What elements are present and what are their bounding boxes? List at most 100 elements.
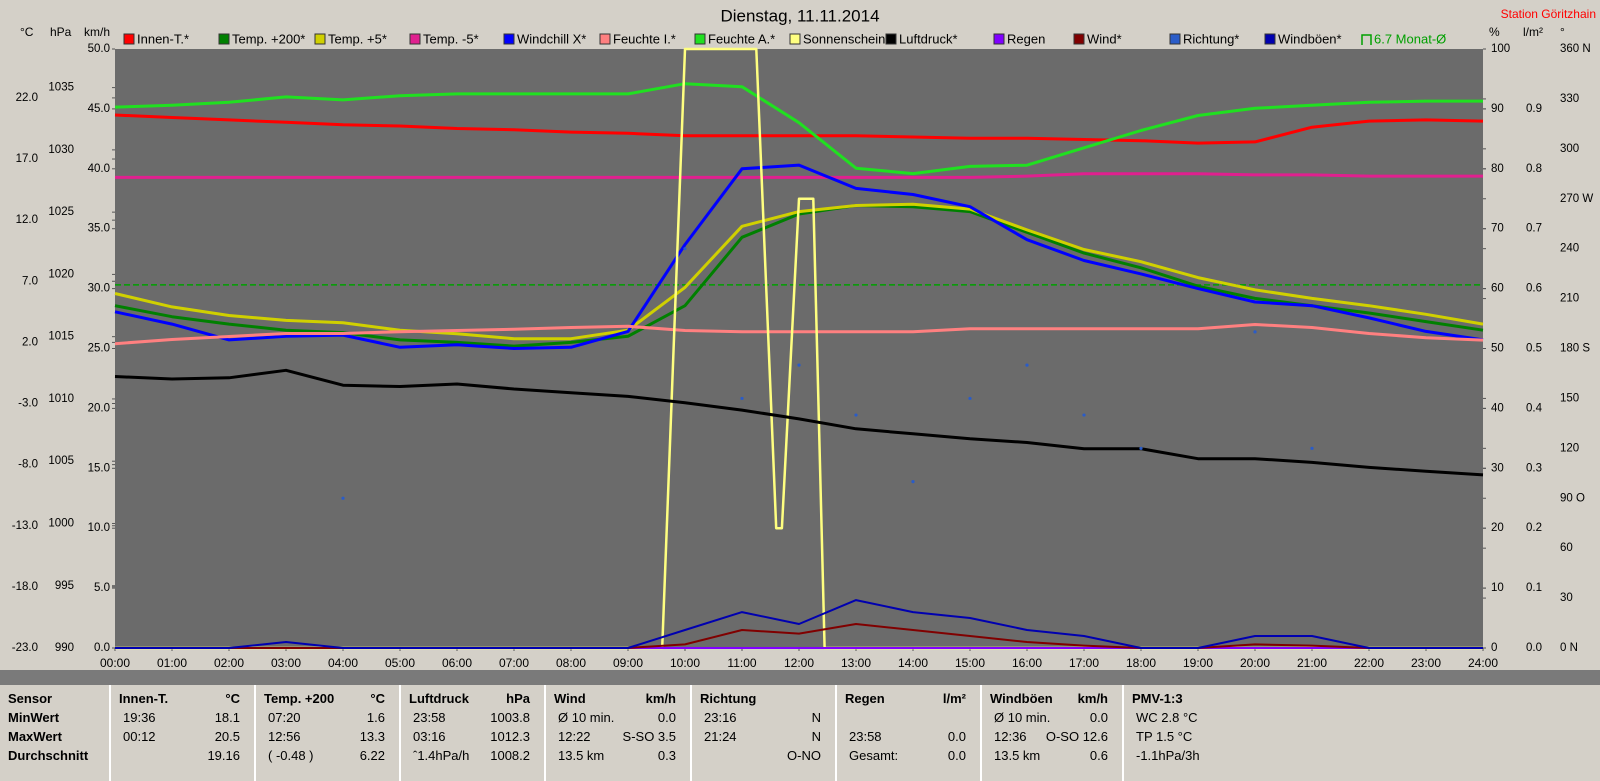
y-tick-label: -8.0 [18,459,38,471]
station-name: Station Göritzhain [1501,7,1596,21]
y-tick-label: 50 [1491,343,1504,355]
x-tick-label: 23:00 [1411,656,1441,670]
cell-left: 23:16 [704,710,737,725]
y-tick-label: 995 [55,580,74,592]
series-line [114,163,1484,350]
cell-left: Ø 10 min. [558,710,615,725]
y-tick-label: 70 [1491,223,1504,235]
column-unit: °C [225,691,240,706]
y-tick-label: -18.0 [12,581,38,593]
y-tick-label: 360 N [1560,43,1591,55]
y-tick-label: 0.4 [1526,402,1543,414]
column-unit: km/h [645,691,676,706]
direction-dot [1253,330,1257,334]
table-column: Sensor MinWert MaxWert Durchschnitt [0,685,109,781]
x-tick-label: 03:00 [271,656,301,670]
row-label: Durchschnitt [8,748,89,763]
column-unit: l/m² [942,691,966,706]
cell-value: 0.6 [1089,748,1108,763]
y-tick-label: 30.0 [88,283,110,295]
cell-value: S-SO 3.5 [622,729,676,744]
column-unit: hPa [506,691,530,706]
cell-value: 0.0 [947,729,966,744]
y-tick-label: 10 [1491,582,1504,594]
column-title: Windböen [990,691,1053,706]
legend-swatch [1169,33,1181,45]
y-tick-label: 0 N [1560,642,1578,654]
y-tick-label: 40 [1491,402,1504,414]
y-tick-label: -13.0 [12,520,38,532]
y-tick-label: 1015 [48,331,74,343]
y-tick-label: 90 [1491,103,1504,115]
x-tick-label: 02:00 [214,656,244,670]
y-tick-label: 330 [1560,93,1579,105]
y-tick-label: -3.0 [18,398,38,410]
table-column: Windböen km/h Ø 10 min. 0.0 12:36 O-SO 12.6 13… [980,685,1122,781]
legend-label: Luftdruck* [899,31,958,46]
y-tick-label: 150 [1560,392,1579,404]
x-tick-label: 24:00 [1468,656,1498,670]
series-line [115,172,1483,179]
y-tick-label: 35.0 [88,223,110,235]
cell-left: ˆ1.4hPa/h [413,748,470,763]
y-tick-label: -23.0 [12,642,38,654]
cell-left: 12:56 [268,729,301,744]
legend-swatch [599,33,611,45]
column-title: Richtung [700,691,757,706]
column-title: Wind [554,691,586,706]
x-tick-label: 11:00 [727,656,756,670]
table-column: Regen l/m² 23:58 0.0 Gesamt: 0.0 [835,685,980,781]
y-tick-label: 0 [1491,642,1497,654]
legend-label: Innen-T.* [137,31,189,46]
y-tick-label: 100 [1491,43,1510,55]
x-tick-label: 10:00 [670,656,700,670]
x-tick-label: 12:00 [784,656,814,670]
y-tick-label: 60 [1491,283,1504,295]
cell-left: -1.1hPa/3h [1136,748,1200,763]
y-tick-label: 240 [1560,243,1579,255]
y-tick-label: 210 [1560,293,1579,305]
cell-left: 13.5 km [994,748,1041,763]
cell-value: N [811,710,821,725]
row-label: MaxWert [8,729,62,744]
y-tick-label: 0.3 [1526,462,1542,474]
y-tick-label: 0.7 [1526,223,1542,235]
plot-area [115,49,1483,648]
legend-swatch [885,33,897,45]
column-unit: °C [370,691,385,706]
legend-label: Temp. -5* [423,31,479,46]
y-tick-label: 5.0 [94,582,110,594]
cell-value: O-NO [787,748,821,763]
table-column: Wind km/h Ø 10 min. 0.0 12:22 S-SO 3.5 13.5 km… [544,685,690,781]
direction-dot [911,480,915,484]
axis-unit: °C [20,25,34,39]
y-tick-label: 10.0 [88,522,110,534]
series-line [114,113,1484,145]
cell-left: 13.5 km [558,748,605,763]
cell-value: 0.0 [657,710,676,725]
row-label: MinWert [8,710,60,725]
cell-value: 20.5 [214,729,240,744]
cell-left: WC 2.8 °C [1136,710,1198,725]
summary-table: Sensor MinWert MaxWert Durchschnitt Innen-T.… [0,685,1600,781]
y-tick-label: 30 [1560,592,1573,604]
legend-label: Windböen* [1278,31,1342,46]
cell-left: Ø 10 min. [994,710,1051,725]
direction-dot [1310,446,1314,450]
legend-swatch [789,33,801,45]
series-line [114,368,1484,477]
column-title: Sensor [8,691,53,706]
y-tick-label: 60 [1560,542,1573,554]
y-tick-label: 990 [55,642,74,654]
cell-left: 12:36 [994,729,1027,744]
column-title: Innen-T. [119,691,169,706]
y-tick-label: 17.0 [16,153,38,165]
y-tick-label: 40.0 [88,163,110,175]
x-tick-label: 08:00 [556,656,586,670]
legend-label: Regen [1007,31,1045,46]
x-tick-label: 13:00 [841,656,871,670]
legend-swatch [1361,34,1372,45]
legend-swatch [1264,33,1276,45]
cell-left: TP 1.5 °C [1136,729,1193,744]
cell-left: 07:20 [268,710,301,725]
